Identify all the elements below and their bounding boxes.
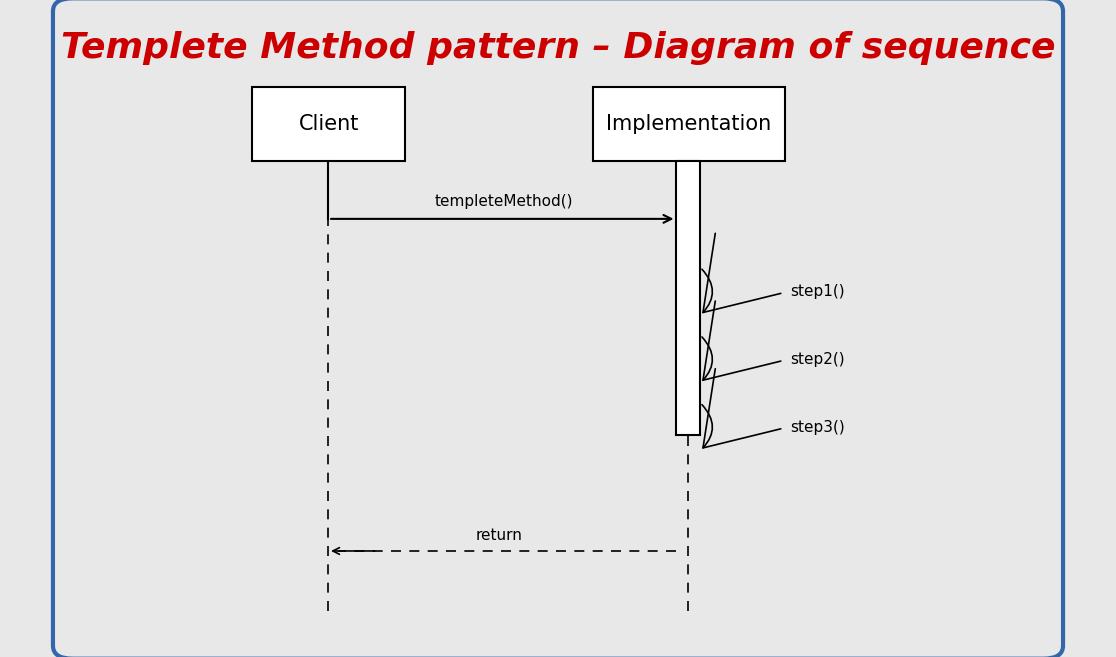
- Text: step2(): step2(): [790, 352, 845, 367]
- Text: Templete Method pattern – Diagram of sequence: Templete Method pattern – Diagram of seq…: [60, 31, 1056, 65]
- FancyArrowPatch shape: [702, 369, 781, 448]
- Text: return: return: [475, 528, 522, 543]
- FancyArrowPatch shape: [702, 301, 781, 380]
- Text: Implementation: Implementation: [606, 114, 771, 134]
- Text: templeteMethod(): templeteMethod(): [434, 194, 573, 209]
- FancyBboxPatch shape: [252, 87, 405, 161]
- Text: Client: Client: [298, 114, 359, 134]
- FancyBboxPatch shape: [676, 161, 700, 435]
- FancyArrowPatch shape: [702, 233, 781, 313]
- Text: step1(): step1(): [790, 284, 845, 298]
- FancyBboxPatch shape: [52, 0, 1064, 657]
- FancyBboxPatch shape: [593, 87, 785, 161]
- Text: step3(): step3(): [790, 420, 845, 435]
